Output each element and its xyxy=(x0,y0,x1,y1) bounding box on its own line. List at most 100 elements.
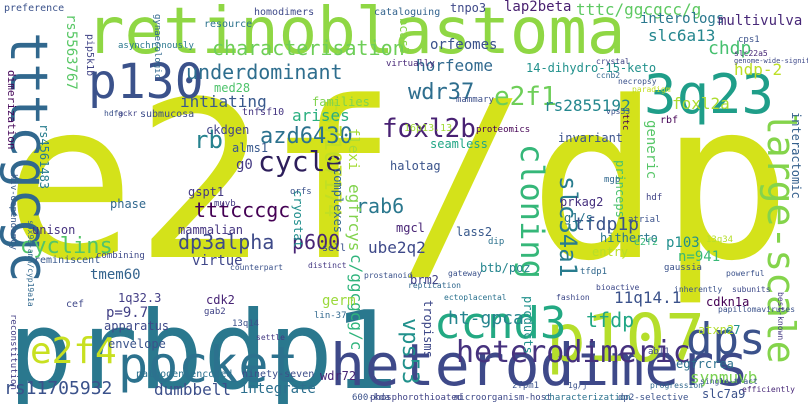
cloud-word: rbf xyxy=(660,115,679,126)
cloud-word: egfrcys xyxy=(345,184,364,252)
cloud-word: rs11705932 xyxy=(4,378,113,399)
cloud-word: virtue xyxy=(192,253,243,269)
cloud-word: tfdp1 xyxy=(580,267,608,277)
cloud-word: e7 xyxy=(726,323,741,337)
cloud-word: slc7a9 xyxy=(702,387,746,401)
cloud-word: e2f2 xyxy=(634,237,659,248)
cloud-word: rb xyxy=(194,126,223,154)
cloud-word: dumbbell xyxy=(154,380,232,399)
cloud-word: integrate xyxy=(240,381,316,397)
cloud-word: resource xyxy=(204,19,253,30)
cloud-word: ninety-seven xyxy=(242,369,315,380)
cloud-word: orfs xyxy=(290,187,312,197)
cloud-word: interologs xyxy=(640,11,725,27)
cloud-word: germ xyxy=(322,293,356,309)
cloud-word: dimerization xyxy=(5,70,18,150)
cloud-word: homodimers xyxy=(254,7,315,18)
cloud-word: reminiscent xyxy=(34,255,101,266)
cloud-word: tfdp1p xyxy=(574,214,640,235)
cloud-word: cryostat xyxy=(291,190,305,248)
cloud-word: intiating xyxy=(180,92,267,111)
cloud-word: gspt1 xyxy=(188,185,225,199)
cloud-word: mammary xyxy=(456,95,494,105)
cloud-word: underdominant xyxy=(186,60,343,84)
cloud-word: med28 xyxy=(214,81,251,95)
cloud-word: characterisation xyxy=(212,36,405,60)
cloud-word: mammalian xyxy=(178,223,244,237)
cloud-word: combining xyxy=(96,251,145,261)
cloud-word: cyclins xyxy=(20,234,113,259)
cloud-word: dp2-selective xyxy=(618,393,689,403)
cloud-word: prostanoid xyxy=(364,271,413,280)
cloud-word: efficiently xyxy=(742,385,795,394)
cloud-word: products xyxy=(521,296,535,354)
cloud-word: dip xyxy=(488,237,505,247)
cloud-word: flexi xyxy=(345,128,361,171)
cloud-word: preference xyxy=(4,3,65,14)
cloud-word: sell xyxy=(322,243,347,254)
cloud-word: btb/poz xyxy=(480,261,531,275)
cloud-word: crystal xyxy=(596,57,630,66)
cloud-word: 11q14.1 xyxy=(614,288,682,307)
cloud-word: characterization xyxy=(544,393,631,403)
cloud-word: tttc/ggcgcc/g xyxy=(576,0,702,19)
cloud-word: p130 xyxy=(88,54,204,110)
cloud-word: lass2 xyxy=(456,225,493,239)
cloud-word: foxl2a xyxy=(672,94,730,113)
cloud-word: ht-gpca xyxy=(448,308,524,329)
cloud-word: gckr xyxy=(118,109,138,118)
cloud-word: proteomics xyxy=(476,125,531,135)
cloud-word: replication xyxy=(408,281,461,290)
cloud-word: cataloguing xyxy=(374,7,441,18)
cloud-word: 16p13.13 xyxy=(404,123,453,134)
cloud-word: subunits xyxy=(732,285,771,294)
cloud-word: 3q23 xyxy=(644,63,775,126)
cloud-word: wdr37 xyxy=(408,80,475,105)
cloud-word: chdp xyxy=(708,38,752,59)
cloud-word: azd6430 xyxy=(260,124,353,149)
cloud-word: 14-dihydro-15-keto xyxy=(526,61,657,75)
cloud-word: rs4561483 xyxy=(37,124,51,190)
cloud-word: counterpart xyxy=(230,263,283,272)
cloud-word: wdr72 xyxy=(320,369,357,383)
cloud-word: invariant xyxy=(558,131,624,145)
cloud-word: e2f/dp xyxy=(4,56,792,309)
cloud-word: phosphorothioated xyxy=(370,393,463,403)
cloud-word: zfpm1 xyxy=(512,381,540,391)
cloud-word: 13q14 xyxy=(232,319,260,329)
cloud-word: unison xyxy=(32,223,76,237)
cloud-word: alms1 xyxy=(232,141,269,155)
cloud-word: prkag2 xyxy=(560,195,604,209)
cloud-word: slc34a1 xyxy=(554,176,582,278)
cloud-word: generic xyxy=(643,120,659,180)
cloud-word: ccnd3 xyxy=(434,298,567,349)
cloud-word: ckdgen xyxy=(206,123,250,137)
cloud-word: ttc xyxy=(620,114,630,131)
cloud-word: g1/s xyxy=(564,211,593,225)
cloud-word: settle xyxy=(256,333,285,342)
cloud-word: arises xyxy=(292,106,350,125)
cloud-word: pocket xyxy=(118,336,299,394)
cloud-word: tnpo3 xyxy=(450,1,487,15)
cloud-word: e2f1 xyxy=(494,82,557,112)
cloud-word: rab6 xyxy=(356,194,405,218)
cloud-word: rs7107174 xyxy=(319,98,344,218)
cloud-word: families xyxy=(312,95,370,109)
cloud-word: 600-kda xyxy=(352,393,390,403)
cloud-word: c/ggcgcg/c xyxy=(347,254,366,351)
cloud-word: rs2855192 xyxy=(544,96,631,115)
cloud-word: hdp-2 xyxy=(734,60,783,79)
cloud-word: multivulva xyxy=(718,13,803,29)
cloud-word: atxn2 xyxy=(698,323,735,337)
cloud-word: heterodimeric xyxy=(456,335,691,370)
cloud-word: powerful xyxy=(726,269,765,278)
cloud-word: necropsy xyxy=(618,77,657,86)
cloud-word: lap2beta xyxy=(504,0,572,15)
cloud-word: submucosa xyxy=(140,109,195,120)
cloud-word: ube2q2 xyxy=(368,238,426,257)
cloud-word: princeps xyxy=(613,160,627,218)
cloud-word: gateway xyxy=(448,269,482,278)
cloud-word: cdkn1a xyxy=(706,295,750,309)
cloud-word: p600 xyxy=(292,230,341,254)
cloud-word: cloning xyxy=(513,144,551,279)
